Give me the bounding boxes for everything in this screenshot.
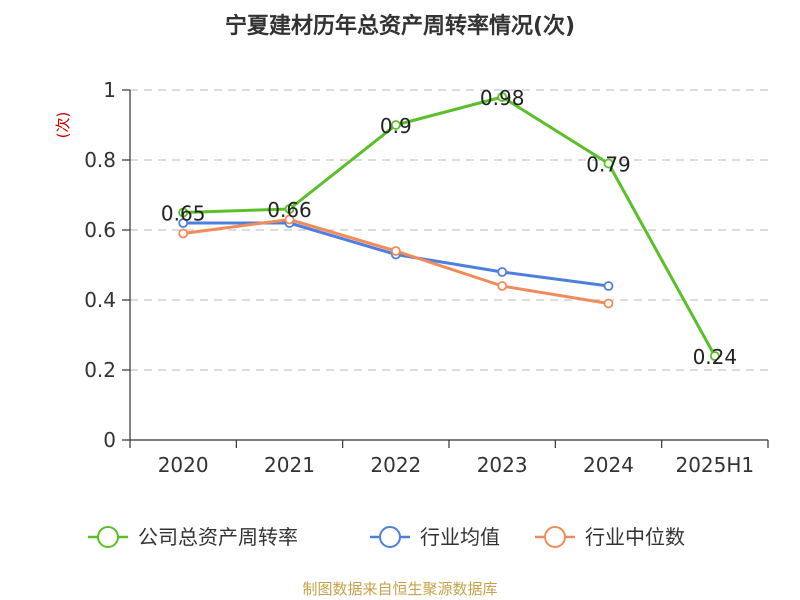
data-point bbox=[497, 92, 508, 102]
data-point bbox=[178, 218, 189, 228]
legend-label: 行业中位数 bbox=[585, 525, 685, 549]
x-tick-label: 2020 bbox=[158, 453, 209, 477]
data-point bbox=[284, 214, 295, 225]
data-point bbox=[603, 158, 614, 169]
data-point bbox=[284, 204, 295, 214]
y-tick-label: 0.8 bbox=[84, 148, 116, 172]
legend-item: 行业均值 bbox=[370, 525, 500, 549]
x-tick-label: 2021 bbox=[264, 453, 315, 477]
legend-item: 行业中位数 bbox=[535, 525, 685, 549]
x-tick-label: 2022 bbox=[370, 453, 421, 477]
data-point bbox=[178, 228, 189, 239]
legend-label: 行业均值 bbox=[420, 525, 500, 549]
legend-label: 公司总资产周转率 bbox=[138, 525, 298, 549]
y-tick-label: 0 bbox=[103, 428, 116, 452]
data-point bbox=[497, 267, 508, 277]
data-point bbox=[603, 281, 614, 291]
y-tick-label: 0.2 bbox=[84, 358, 116, 382]
data-point bbox=[390, 120, 401, 130]
data-label: 0.66 bbox=[267, 198, 312, 222]
y-tick-label: 0.4 bbox=[84, 288, 116, 312]
chart-title: 宁夏建材历年总资产周转率情况(次) bbox=[225, 13, 575, 39]
data-point bbox=[709, 351, 720, 361]
data-point bbox=[603, 298, 614, 309]
legend-swatch-marker bbox=[544, 526, 566, 548]
y-tick-label: 1 bbox=[103, 78, 116, 102]
series-layer: 0.65 0.66 0.9 0.98 0.79 0.24 bbox=[161, 86, 737, 369]
legend-swatch-marker bbox=[97, 526, 119, 548]
data-point bbox=[390, 246, 401, 256]
axes: 0 0.2 0.4 0.6 0.8 1 2020 2021 2022 2023 2024 2025H1 bbox=[84, 78, 769, 477]
source-note: 制图数据来自恒生聚源数据库 bbox=[302, 580, 497, 598]
x-tick-label: 2024 bbox=[583, 453, 634, 477]
data-label: 0.98 bbox=[480, 86, 525, 110]
series-2 bbox=[178, 214, 614, 309]
legend: 公司总资产周转率 行业均值 行业中位数 bbox=[88, 525, 685, 549]
series-line bbox=[182, 218, 609, 305]
series-line bbox=[183, 95, 717, 357]
legend-item: 公司总资产周转率 bbox=[88, 525, 298, 549]
data-point bbox=[497, 281, 508, 291]
y-tick-label: 0.6 bbox=[84, 218, 116, 242]
y-unit-label: (次) bbox=[54, 112, 72, 139]
grid bbox=[130, 89, 768, 371]
data-label: 0.79 bbox=[586, 153, 631, 177]
data-point bbox=[178, 207, 189, 218]
data-label: 0.24 bbox=[693, 345, 738, 369]
legend-swatch-marker bbox=[379, 526, 401, 548]
data-label: 0.65 bbox=[161, 202, 206, 226]
x-tick-label: 2023 bbox=[477, 453, 528, 477]
data-label: 0.9 bbox=[380, 114, 412, 138]
x-tick-label: 2025H1 bbox=[675, 453, 754, 477]
series-0 bbox=[178, 92, 720, 361]
